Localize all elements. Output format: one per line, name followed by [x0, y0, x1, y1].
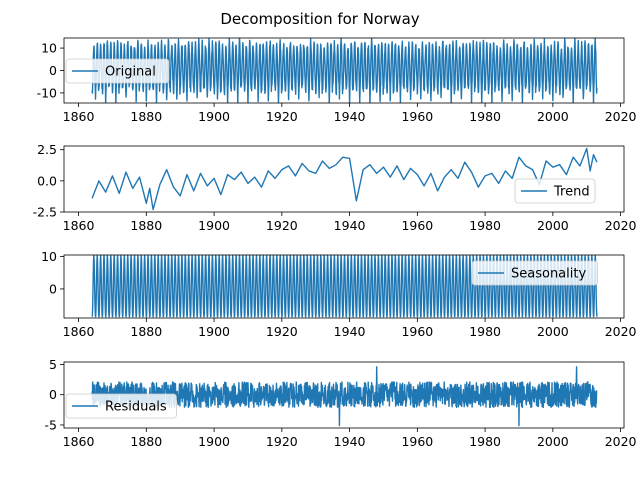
trend-legend-label: Trend: [553, 185, 590, 200]
seasonality-legend-box: [471, 260, 598, 286]
seasonality-x-tick-label: 1980: [469, 324, 501, 339]
residuals-x-tick-label: 1860: [63, 434, 95, 449]
original-panel: 1860 1880 1900 1920 1940 1960 1980 2000 2020 -10 0…: [37, 37, 637, 124]
trend-x-tick-label: 1920: [266, 218, 298, 233]
trend-y-tick-label: -2.5: [33, 205, 57, 220]
seasonality-x-tick-label: 2020: [605, 324, 637, 339]
trend-x-tick-label: 1980: [469, 218, 501, 233]
figure-title: Decomposition for Norway: [220, 10, 419, 28]
trend-x-tick-label: 1940: [334, 218, 366, 233]
residuals-x-tick-label: 2000: [537, 434, 569, 449]
trend-axes-frame: [63, 145, 625, 213]
trend-x-tick-label: 2000: [537, 218, 569, 233]
original-x-tick-label: 1860: [63, 109, 95, 124]
original-series-line: [91, 38, 598, 103]
seasonality-x-tick-label: 1900: [198, 324, 230, 339]
trend-x-tick-label: 1880: [130, 218, 162, 233]
trend-x-tick-label: 1960: [401, 218, 433, 233]
residuals-x-tick-label: 1920: [266, 434, 298, 449]
seasonality-panel: 1860 1880 1900 1920 1940 1960 1980 2000 2020 0 10 S…: [41, 249, 636, 339]
original-y-tick-label: 10: [41, 41, 57, 56]
residuals-x-tick-label: 1980: [469, 434, 501, 449]
residuals-x-tick-label: 2020: [605, 434, 637, 449]
original-legend-label: Original: [105, 65, 156, 80]
residuals-y-tick-label: 5: [49, 357, 57, 372]
seasonality-x-tick-label: 1920: [266, 324, 298, 339]
original-y-tick-label: -10: [37, 85, 57, 100]
residuals-x-tick-label: 1960: [401, 434, 433, 449]
original-x-tick-label: 1940: [334, 109, 366, 124]
original-legend: Original: [65, 58, 170, 84]
seasonality-y-tick-label: 10: [41, 249, 57, 264]
seasonality-x-tick-label: 1880: [130, 324, 162, 339]
residuals-panel: 1860 1880 1900 1920 1940 1960 1980 2000 2020 -5 0 5…: [45, 357, 637, 449]
original-legend-box: [65, 58, 170, 84]
seasonality-x-tick-label: 1940: [334, 324, 366, 339]
trend-legend: Trend: [514, 178, 596, 204]
original-x-tick-label: 1960: [401, 109, 433, 124]
seasonality-legend: Seasonality: [471, 260, 598, 286]
original-x-tick-label: 1980: [469, 109, 501, 124]
original-y-tick-label: 0: [49, 63, 57, 78]
seasonality-x-tick-label: 1960: [401, 324, 433, 339]
trend-legend-box: [514, 178, 596, 204]
seasonality-x-tick-label: 2000: [537, 324, 569, 339]
trend-x-tick-label: 1860: [63, 218, 95, 233]
seasonality-x-tick-label: 1860: [63, 324, 95, 339]
trend-y-tick-label: 0.0: [37, 173, 57, 188]
residuals-y-tick-label: -5: [45, 417, 57, 432]
trend-panel: 1860 1880 1900 1920 1940 1960 1980 2000 2020 -2.5…: [33, 142, 637, 233]
seasonality-y-tick-label: 0: [49, 281, 57, 296]
original-x-tick-label: 2020: [605, 109, 637, 124]
residuals-legend-label: Residuals: [105, 400, 167, 415]
original-x-tick-label: 1880: [130, 109, 162, 124]
original-x-tick-label: 2000: [537, 109, 569, 124]
trend-x-tick-label: 2020: [605, 218, 637, 233]
residuals-x-tick-label: 1900: [198, 434, 230, 449]
seasonality-legend-label: Seasonality: [511, 267, 586, 282]
trend-series-line: [91, 147, 598, 211]
residuals-x-tick-label: 1940: [334, 434, 366, 449]
residuals-legend: Residuals: [65, 393, 177, 419]
trend-y-tick-label: 2.5: [37, 142, 57, 157]
residuals-legend-box: [65, 393, 177, 419]
original-x-tick-label: 1900: [198, 109, 230, 124]
trend-x-tick-label: 1900: [198, 218, 230, 233]
residuals-y-tick-label: 0: [49, 387, 57, 402]
original-x-tick-label: 1920: [266, 109, 298, 124]
residuals-x-tick-label: 1880: [130, 434, 162, 449]
seasonality-axes-frame: [63, 254, 625, 319]
